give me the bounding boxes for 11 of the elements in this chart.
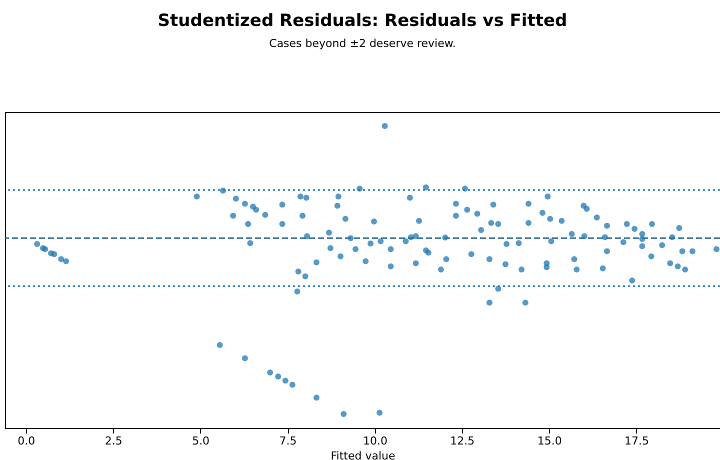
x-tick-label: 15.0	[537, 434, 562, 448]
x-tick-label: 12.5	[450, 434, 475, 448]
x-tick-label: 5.0	[192, 434, 210, 448]
x-tick-label: 2.5	[104, 434, 122, 448]
x-axis-title: Fitted value	[330, 450, 396, 460]
chart-subtitle: Cases beyond ±2 deserve review.	[269, 37, 456, 50]
x-tick-label: 17.5	[624, 434, 650, 448]
x-tick-label: 0.0	[18, 434, 36, 448]
x-tick-label: 10.0	[362, 434, 388, 448]
chart-title: Studentized Residuals: Residuals vs Fitted	[158, 11, 568, 31]
x-tick-label: 7.5	[279, 434, 297, 448]
